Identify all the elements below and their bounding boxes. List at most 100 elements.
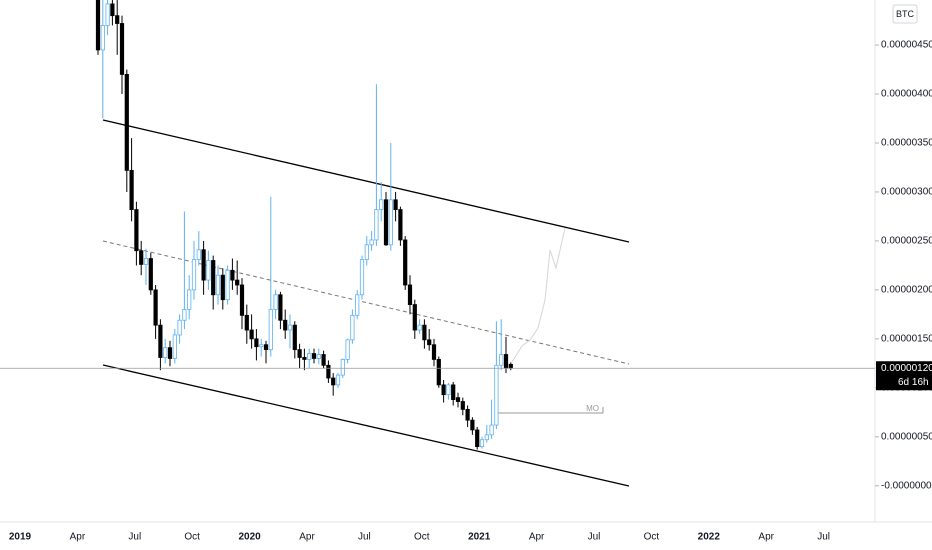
candle-body <box>196 249 201 260</box>
candle-body <box>297 349 302 358</box>
candle-body <box>206 260 211 281</box>
x-tick-label: Apr <box>70 532 86 543</box>
candle-body <box>335 374 341 386</box>
y-tick-label: 0.00000050 <box>881 431 932 442</box>
candle-body <box>119 23 125 75</box>
candle-body <box>470 419 475 431</box>
candle-body <box>431 344 437 360</box>
candle-body <box>249 329 254 340</box>
candle-body <box>115 15 120 24</box>
candle-body <box>215 274 221 296</box>
candle-body <box>326 364 331 379</box>
candle-body <box>388 199 393 246</box>
candle-body <box>187 289 192 310</box>
candle-body <box>311 353 317 359</box>
x-tick-label: Oct <box>644 532 660 543</box>
candle-body <box>283 319 288 331</box>
channel-upper <box>102 119 630 243</box>
candle-body <box>393 199 398 210</box>
candle-body <box>278 294 283 321</box>
candle-body <box>398 209 403 241</box>
candle-body <box>201 249 206 281</box>
candle-body <box>263 344 269 351</box>
candle-body <box>331 377 336 386</box>
candle-body <box>494 364 499 426</box>
y-tick-label: 0.00000450 <box>881 40 932 51</box>
candle-body <box>455 397 461 402</box>
candle-body <box>499 354 504 366</box>
candle-body <box>129 170 134 210</box>
candle-body <box>436 359 441 386</box>
currency-button[interactable] <box>892 4 918 24</box>
candle-body <box>177 319 182 336</box>
candle-body <box>355 294 360 316</box>
candle-body <box>503 354 509 369</box>
candle-body <box>350 314 355 341</box>
candle-body <box>460 401 465 410</box>
candle-body <box>321 354 326 366</box>
channel-mid <box>102 240 630 365</box>
candle-body <box>100 25 105 51</box>
candle-body <box>475 429 480 447</box>
x-tick-label: Oct <box>414 532 430 543</box>
candle-body <box>95 0 101 51</box>
axes: -0.000000000.000000500.000001000.0000015… <box>9 40 932 543</box>
candle-body <box>374 209 379 241</box>
channel-lower <box>102 364 630 487</box>
annotation-label: MO <box>586 404 599 413</box>
candle-body <box>259 344 264 348</box>
candle-body <box>465 408 470 421</box>
candle-body <box>369 239 374 246</box>
candle-body <box>479 439 485 447</box>
candle-body <box>182 309 187 321</box>
candle-body <box>167 347 173 359</box>
x-tick-label: 2020 <box>238 532 261 543</box>
candle-body <box>441 384 446 396</box>
candle-body <box>345 339 350 360</box>
candle-body <box>105 3 110 26</box>
projection-path <box>511 227 566 363</box>
y-tick-label: 0.00000150 <box>881 333 932 344</box>
candle-body <box>417 324 422 331</box>
candle-body <box>134 209 139 252</box>
countdown: 6d 16h <box>898 377 929 388</box>
candle-body <box>235 279 240 286</box>
candle-body <box>230 269 235 281</box>
y-tick-label: 0.00000300 <box>881 187 932 198</box>
candle-body <box>225 269 230 301</box>
candle-body <box>364 244 369 260</box>
x-tick-label: 2022 <box>698 532 721 543</box>
x-tick-label: Apr <box>529 532 545 543</box>
candle-body <box>163 347 168 358</box>
candle-body <box>273 294 278 310</box>
candle-body <box>244 314 249 331</box>
candle-body <box>239 284 245 316</box>
last-price-badge <box>876 361 932 391</box>
candle-body <box>292 324 297 351</box>
candle-body <box>379 199 384 210</box>
candle-body <box>139 250 144 265</box>
candle-body <box>220 274 225 301</box>
candle-body <box>148 258 153 291</box>
candle-body <box>268 309 273 351</box>
candle-body <box>412 304 417 331</box>
candle-body <box>143 258 149 265</box>
y-tick-label: 0.00000200 <box>881 285 932 296</box>
candle-body <box>422 324 427 341</box>
x-tick-label: 2019 <box>9 532 32 543</box>
y-tick-label: 0.00000400 <box>881 89 932 100</box>
candle-body <box>403 239 408 286</box>
candle-body <box>124 74 129 171</box>
y-tick-label: 0.00000250 <box>881 236 932 247</box>
candle-body <box>158 324 163 358</box>
x-tick-label: Apr <box>299 532 315 543</box>
candle-body <box>110 3 115 17</box>
candle-body <box>287 324 293 331</box>
candle-body <box>211 260 216 296</box>
candle-body <box>383 199 389 246</box>
currency-label[interactable]: BTC <box>896 9 915 19</box>
candle-body <box>302 357 307 360</box>
candles <box>95 0 513 450</box>
x-tick-label: Oct <box>184 532 200 543</box>
